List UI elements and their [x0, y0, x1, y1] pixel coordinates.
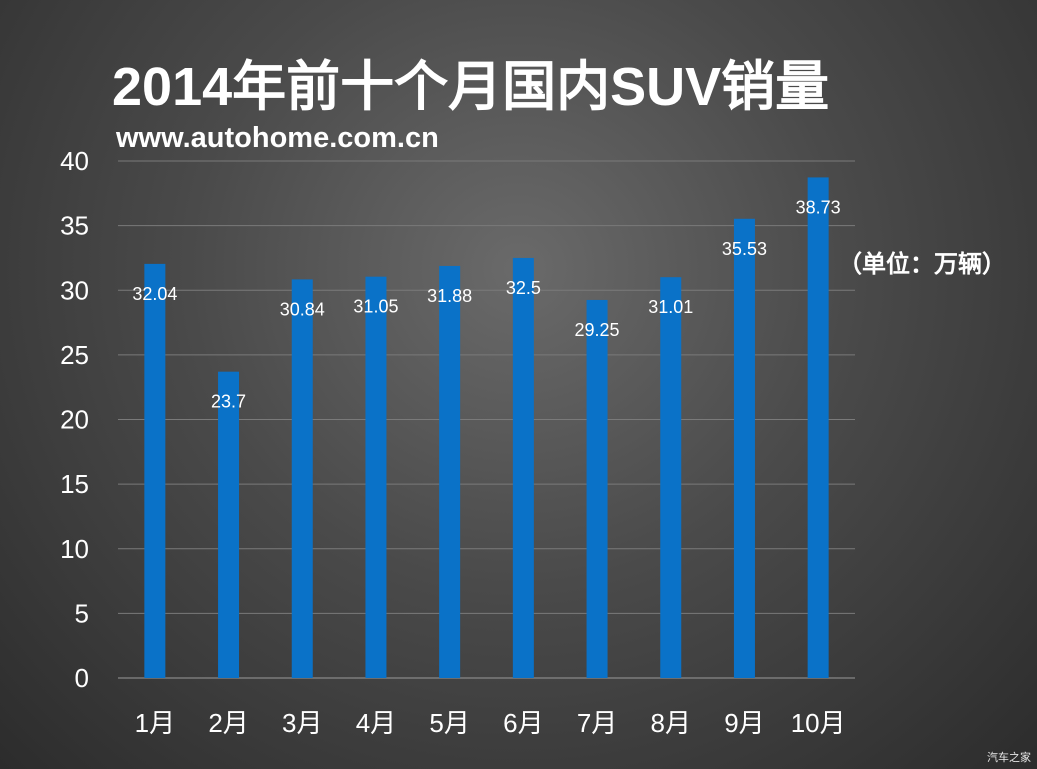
bar: [439, 265, 461, 678]
gridlines: [118, 160, 855, 679]
x-tick-label: 6月: [503, 708, 543, 738]
y-tick-label: 25: [60, 340, 89, 370]
y-tick-label: 20: [60, 405, 89, 435]
bar: [586, 299, 608, 678]
bar: [218, 371, 240, 678]
bar: [660, 277, 682, 678]
unit-label: （单位：万辆）: [838, 251, 1006, 278]
chart-title: 2014年前十个月国内SUV销量: [112, 57, 830, 117]
bar: [512, 257, 534, 678]
x-tick-label: 4月: [356, 708, 396, 738]
y-tick-label: 30: [60, 275, 89, 305]
x-tick-label: 9月: [724, 708, 764, 738]
data-labels: 32.04 23.7 30.84 31.05 31.88 32.5 29.25 31.01 35…: [132, 197, 840, 411]
bar: [733, 218, 755, 678]
y-tick-label: 5: [75, 598, 89, 628]
y-tick-label: 40: [60, 146, 89, 176]
x-tick-label: 10月: [791, 708, 846, 738]
source-url: www.autohome.com.cn: [116, 122, 439, 154]
bar: [807, 177, 829, 679]
x-tick-label: 1月: [135, 708, 175, 738]
bar: [291, 279, 313, 678]
bar: [144, 263, 166, 678]
data-label: 31.01: [648, 297, 693, 317]
data-label: 38.73: [796, 197, 841, 217]
x-axis-ticks: 1月 2月 3月 4月 5月 6月 7月 8月 9月 10月: [135, 708, 846, 738]
bars: [144, 177, 829, 679]
y-axis-ticks: 0 5 10 15 20 25 30 35 40: [60, 146, 89, 693]
y-tick-label: 0: [75, 663, 89, 693]
bar: [365, 276, 387, 678]
data-label: 29.25: [575, 320, 620, 340]
x-tick-label: 8月: [651, 708, 691, 738]
y-tick-label: 35: [60, 211, 89, 241]
y-tick-label: 10: [60, 534, 89, 564]
y-tick-label: 15: [60, 469, 89, 499]
x-tick-label: 3月: [282, 708, 322, 738]
data-label: 32.5: [506, 278, 541, 298]
data-label: 30.84: [280, 299, 325, 319]
watermark: 汽车之家: [987, 752, 1031, 764]
data-label: 31.05: [353, 297, 398, 317]
x-tick-label: 7月: [577, 708, 617, 738]
x-tick-label: 5月: [429, 708, 469, 738]
data-label: 32.04: [132, 284, 177, 304]
data-label: 23.7: [211, 392, 246, 412]
x-tick-label: 2月: [208, 708, 248, 738]
data-label: 31.88: [427, 286, 472, 306]
data-label: 35.53: [722, 239, 767, 259]
